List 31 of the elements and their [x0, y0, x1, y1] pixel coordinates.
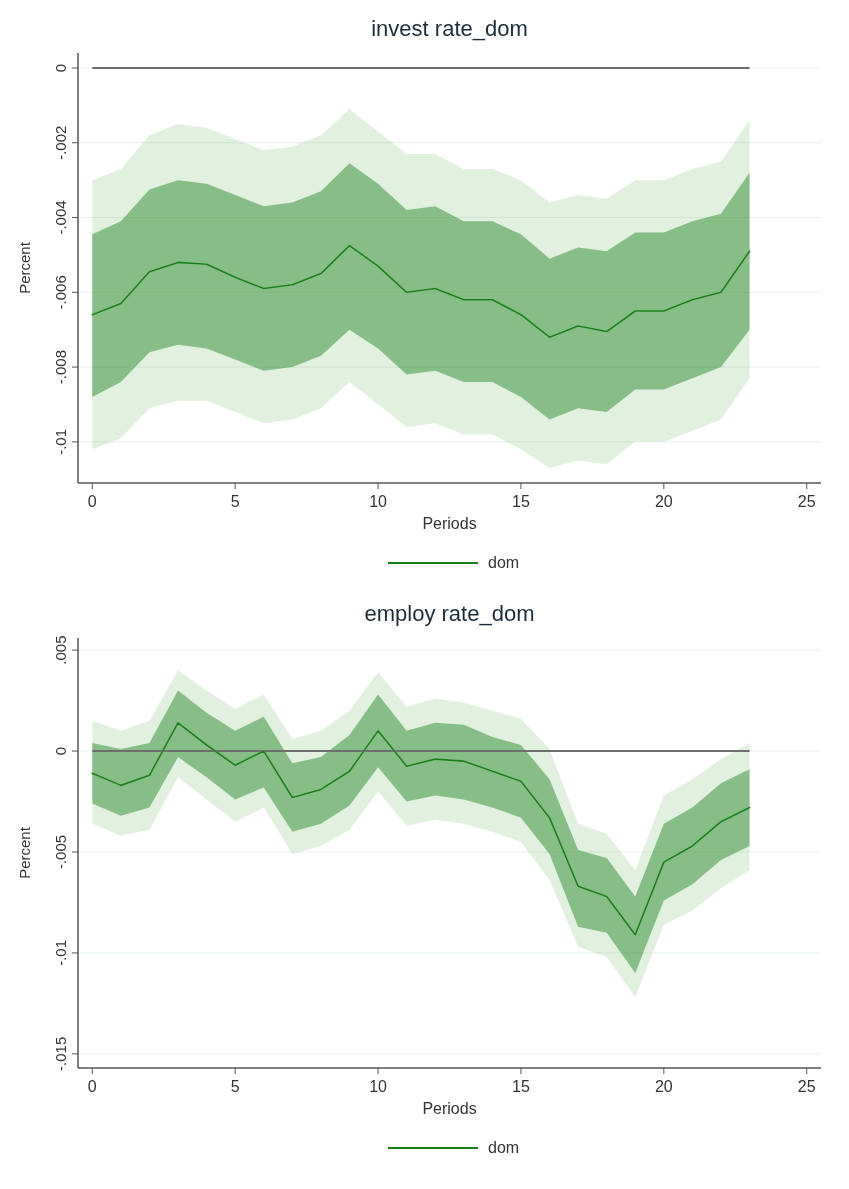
chart-title: employ rate_dom	[364, 601, 535, 626]
x-tick-label: 20	[654, 493, 673, 510]
x-tick-label: 15	[512, 1078, 530, 1095]
x-tick-label: 15	[512, 493, 530, 510]
y-axis-title: Percent	[16, 241, 33, 294]
x-tick-label: 20	[654, 1078, 673, 1095]
chart-title: invest rate_dom	[371, 16, 528, 41]
y-tick-label: 0	[52, 746, 69, 756]
y-tick-label: 0	[52, 63, 69, 73]
y-tick-label: -.01	[52, 428, 69, 455]
y-axis-title: Percent	[16, 826, 33, 879]
y-tick-label: .005	[52, 635, 69, 665]
y-tick-label: -.015	[52, 1036, 69, 1071]
y-tick-label: -.005	[52, 834, 69, 870]
x-tick-label: 10	[369, 493, 388, 510]
x-tick-label: 5	[230, 493, 240, 510]
x-axis-title: Periods	[422, 1100, 477, 1117]
x-tick-label: 25	[797, 1078, 816, 1095]
x-axis-title: Periods	[422, 515, 477, 532]
x-tick-label: 10	[369, 1078, 388, 1095]
text: dom	[488, 554, 520, 571]
text: dom	[488, 1139, 520, 1156]
x-tick-label: 0	[87, 493, 97, 510]
y-tick-label: -.002	[52, 125, 69, 160]
x-tick-label: 25	[797, 493, 816, 510]
y-tick-label: -.006	[52, 275, 69, 310]
x-tick-label: 5	[230, 1078, 240, 1095]
y-tick-label: -.008	[52, 349, 69, 385]
x-tick-label: 0	[87, 1078, 97, 1095]
y-tick-label: -.004	[52, 200, 69, 235]
y-tick-label: -.01	[52, 940, 69, 966]
